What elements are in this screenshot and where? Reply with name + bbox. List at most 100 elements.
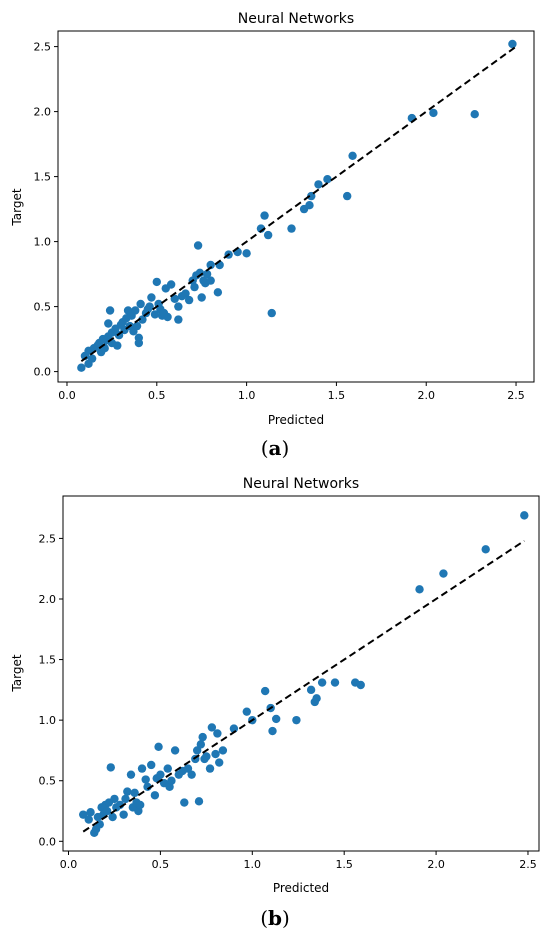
data-point bbox=[184, 295, 194, 305]
data-point bbox=[323, 175, 332, 184]
data-point bbox=[163, 764, 172, 773]
data-point bbox=[193, 241, 203, 250]
data-point bbox=[268, 726, 277, 736]
y-tick-label: 1.5 bbox=[34, 171, 52, 184]
data-point bbox=[166, 280, 176, 289]
data-point bbox=[206, 276, 215, 285]
x-tick-label: 2.5 bbox=[519, 858, 537, 871]
data-point bbox=[202, 269, 212, 279]
x-tick-label: 0.0 bbox=[58, 389, 76, 402]
data-point bbox=[205, 764, 215, 773]
y-tick-label: 0.0 bbox=[39, 835, 57, 848]
data-point bbox=[470, 110, 479, 119]
plot-frame bbox=[57, 30, 535, 383]
data-point bbox=[508, 39, 517, 49]
y-tick-label: 0.0 bbox=[34, 366, 52, 379]
data-point bbox=[113, 341, 122, 350]
data-point bbox=[229, 724, 239, 733]
data-point bbox=[342, 191, 352, 201]
data-point bbox=[79, 810, 88, 819]
data-point bbox=[119, 810, 128, 819]
data-point bbox=[183, 764, 193, 773]
data-point bbox=[108, 812, 117, 822]
data-point bbox=[84, 815, 93, 824]
chart-panel-b: Neural Networks Predicted Target 0.0 0.5 1… bbox=[10, 476, 540, 895]
data-point bbox=[137, 764, 147, 773]
data-point bbox=[170, 294, 179, 303]
data-point bbox=[163, 312, 172, 322]
data-point bbox=[190, 282, 199, 292]
x-axis-label: Predicted bbox=[268, 413, 324, 427]
data-point bbox=[211, 749, 220, 759]
data-point bbox=[197, 293, 206, 302]
data-point bbox=[102, 806, 112, 816]
x-tick-label: 2.0 bbox=[417, 389, 435, 402]
y-tick-label: 2.0 bbox=[39, 593, 57, 606]
data-point bbox=[77, 363, 86, 372]
data-point bbox=[141, 775, 150, 784]
x-tick-label: 1.0 bbox=[238, 389, 256, 402]
data-point bbox=[520, 511, 529, 520]
data-point bbox=[213, 288, 223, 297]
reference-line bbox=[82, 539, 525, 833]
data-point bbox=[150, 791, 160, 800]
data-point bbox=[87, 354, 97, 363]
data-point bbox=[312, 694, 321, 703]
data-point bbox=[123, 787, 132, 796]
data-point bbox=[192, 746, 202, 755]
scatter-points bbox=[77, 39, 517, 372]
y-tick-label: 2.0 bbox=[34, 106, 52, 119]
x-tick-label: 1.5 bbox=[335, 858, 353, 871]
data-point bbox=[121, 794, 130, 804]
data-point bbox=[105, 306, 115, 315]
data-point bbox=[132, 321, 142, 331]
data-point bbox=[348, 151, 357, 160]
data-point bbox=[145, 302, 154, 311]
x-tick-label: 0.0 bbox=[60, 858, 78, 871]
data-point bbox=[317, 678, 327, 687]
data-point bbox=[154, 742, 163, 752]
y-tick-label: 1.0 bbox=[34, 236, 52, 249]
data-point bbox=[95, 820, 104, 829]
scatter-points bbox=[79, 511, 529, 838]
data-point bbox=[138, 315, 147, 324]
data-point bbox=[287, 224, 296, 233]
x-tick-label: 2.0 bbox=[427, 858, 445, 871]
y-tick-label: 2.5 bbox=[34, 41, 52, 54]
data-point bbox=[267, 308, 276, 318]
data-point bbox=[215, 758, 224, 767]
data-point bbox=[106, 763, 115, 772]
data-point bbox=[147, 760, 156, 770]
data-point bbox=[156, 770, 165, 779]
data-point bbox=[206, 260, 215, 270]
x-tick-label: 1.0 bbox=[244, 858, 262, 871]
x-tick-label: 1.5 bbox=[328, 389, 346, 402]
data-point bbox=[271, 714, 281, 724]
data-point bbox=[305, 201, 314, 210]
data-point bbox=[306, 685, 316, 695]
data-point bbox=[242, 249, 251, 258]
y-axis-ticks: 0.0 0.5 1.0 1.5 2.0 2.5 bbox=[39, 532, 63, 848]
data-point bbox=[152, 277, 161, 287]
y-tick-label: 0.5 bbox=[34, 301, 52, 314]
plot-frame bbox=[62, 495, 540, 852]
data-point bbox=[429, 108, 438, 118]
x-tick-label: 0.5 bbox=[152, 858, 170, 871]
data-point bbox=[330, 678, 340, 687]
data-point bbox=[439, 569, 448, 578]
data-point bbox=[147, 293, 156, 302]
data-point bbox=[198, 732, 207, 742]
data-point bbox=[260, 686, 270, 696]
reference-line bbox=[80, 45, 517, 363]
data-point bbox=[104, 319, 113, 328]
y-tick-label: 2.5 bbox=[39, 532, 57, 545]
data-point bbox=[167, 776, 176, 785]
data-point bbox=[202, 752, 211, 761]
data-point bbox=[110, 794, 119, 804]
data-point bbox=[194, 797, 204, 806]
data-point bbox=[134, 338, 144, 348]
y-tick-label: 1.0 bbox=[39, 714, 57, 727]
data-point bbox=[213, 729, 222, 738]
chart-title: Neural Networks bbox=[238, 11, 354, 27]
data-point bbox=[415, 585, 424, 594]
